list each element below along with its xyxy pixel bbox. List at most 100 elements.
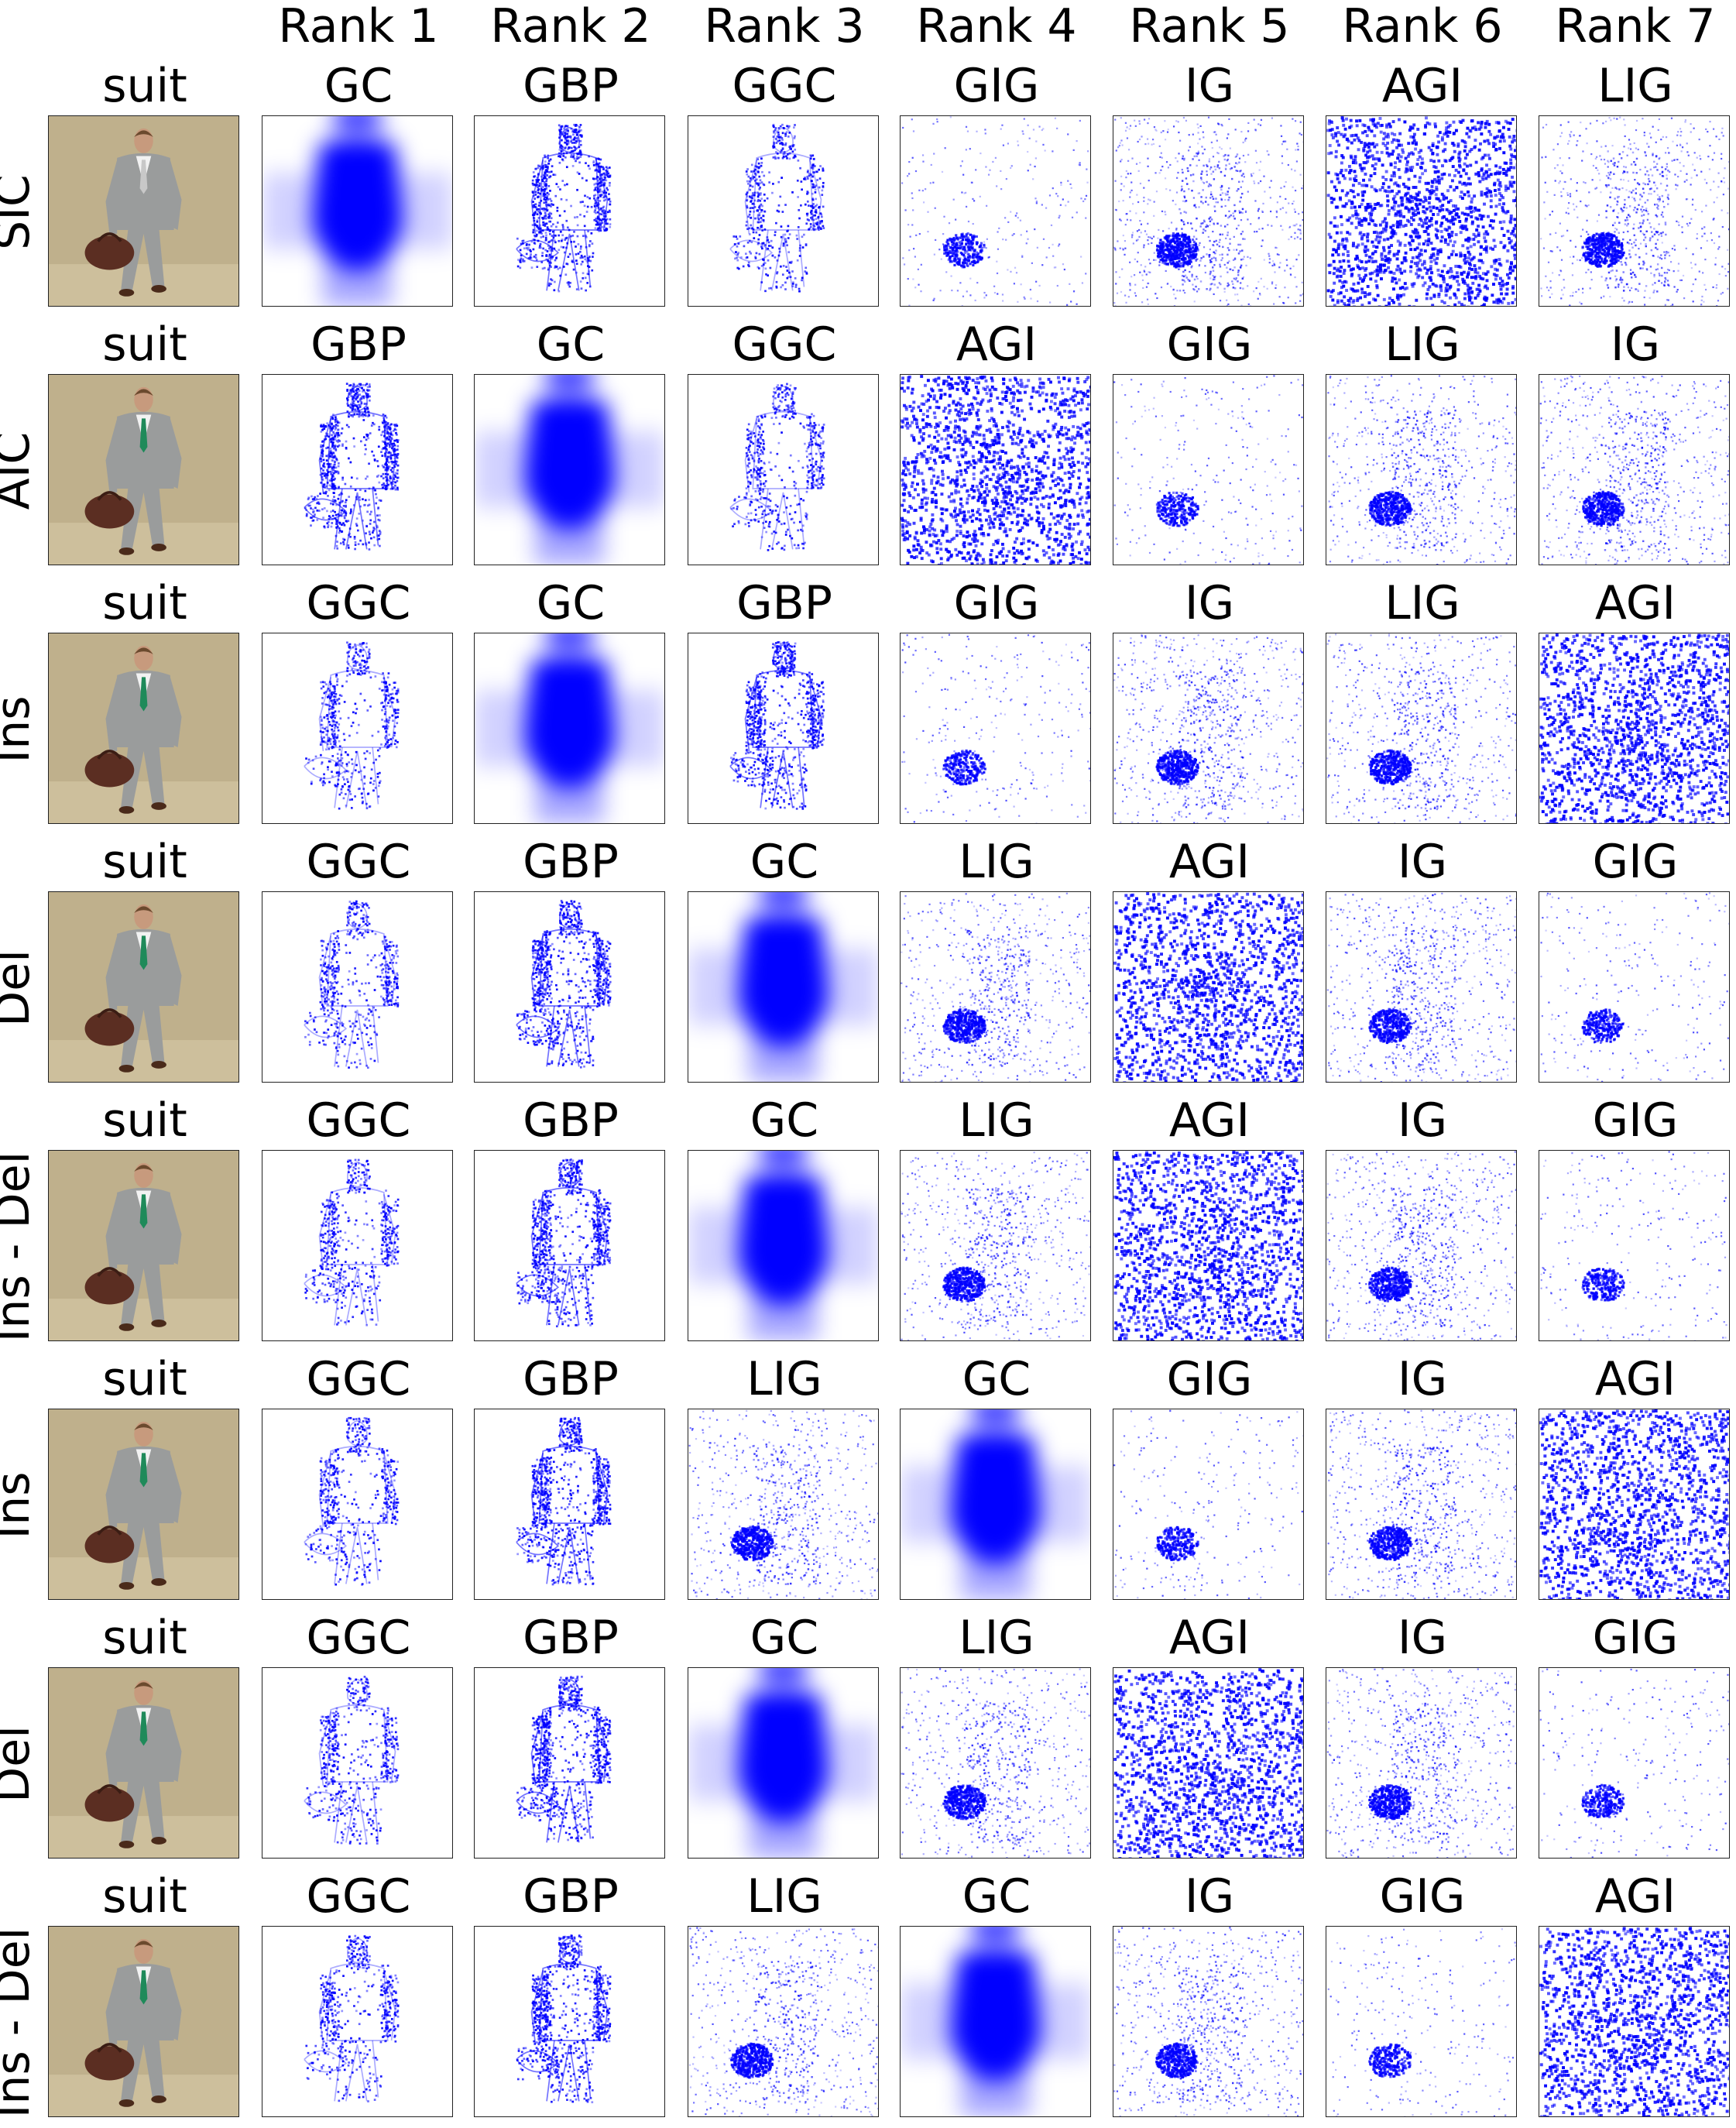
rank-header-6: Rank 6 xyxy=(1326,0,1519,50)
saliency-heatmap xyxy=(901,1409,1090,1599)
saliency-heatmap xyxy=(1326,633,1516,823)
saliency-map-ggc xyxy=(688,374,879,565)
method-label: LIG xyxy=(1535,61,1736,111)
saliency-map-ggc xyxy=(262,1926,453,2117)
method-label: GBP xyxy=(470,1096,671,1145)
saliency-heatmap xyxy=(1113,1409,1303,1599)
method-label: LIG xyxy=(684,1872,885,1921)
image-class-label: suit xyxy=(44,1354,245,1404)
rank-header-3: Rank 3 xyxy=(688,0,881,50)
method-label: GC xyxy=(470,578,671,628)
rank-header-7: Rank 7 xyxy=(1539,0,1732,50)
saliency-map-ig xyxy=(1326,1667,1517,1859)
method-label: GGC xyxy=(258,1613,459,1663)
method-label: GIG xyxy=(896,578,1097,628)
saliency-heatmap xyxy=(1326,1927,1516,2116)
saliency-heatmap xyxy=(1539,1668,1729,1858)
saliency-map-gbp xyxy=(474,891,665,1083)
row-label-metric: SIC xyxy=(0,115,48,309)
saliency-map-ig xyxy=(1113,633,1304,824)
input-photo xyxy=(48,1409,239,1600)
saliency-heatmap xyxy=(1113,1151,1303,1340)
saliency-heatmap xyxy=(1326,116,1516,306)
saliency-map-lig xyxy=(900,1667,1091,1859)
image-class-label: suit xyxy=(44,1096,245,1145)
method-label: AGI xyxy=(1109,837,1310,887)
input-photo xyxy=(48,1667,239,1859)
saliency-heatmap xyxy=(262,375,452,565)
saliency-heatmap xyxy=(1113,892,1303,1082)
saliency-heatmap xyxy=(688,116,878,306)
saliency-heatmap xyxy=(1113,116,1303,306)
method-label: AGI xyxy=(1535,1872,1736,1921)
image-class-label: suit xyxy=(44,1872,245,1921)
saliency-heatmap xyxy=(901,375,1090,565)
saliency-heatmap xyxy=(901,1927,1090,2116)
method-label: AGI xyxy=(1109,1613,1310,1663)
row-label-metric: Ins xyxy=(0,1409,48,1602)
saliency-map-gbp xyxy=(474,115,665,307)
method-label: GGC xyxy=(684,320,885,369)
saliency-heatmap xyxy=(475,1668,664,1858)
saliency-map-gig xyxy=(1539,1667,1730,1859)
method-label: GGC xyxy=(258,1354,459,1404)
saliency-map-gbp xyxy=(474,1409,665,1600)
method-label: GC xyxy=(258,61,459,111)
method-label: GBP xyxy=(470,1354,671,1404)
method-label: GBP xyxy=(470,837,671,887)
image-class-label: suit xyxy=(44,61,245,111)
method-label: IG xyxy=(1109,578,1310,628)
saliency-heatmap xyxy=(1326,892,1516,1082)
saliency-map-gc xyxy=(900,1409,1091,1600)
method-label: AGI xyxy=(1535,1354,1736,1404)
saliency-heatmap xyxy=(475,1409,664,1599)
method-label: IG xyxy=(1322,837,1523,887)
saliency-heatmap xyxy=(262,1151,452,1340)
method-label: GGC xyxy=(684,61,885,111)
saliency-heatmap xyxy=(1326,1668,1516,1858)
row-label-metric: Del xyxy=(0,1667,48,1861)
method-label: GIG xyxy=(896,61,1097,111)
method-label: AGI xyxy=(896,320,1097,369)
saliency-map-agi xyxy=(1113,891,1304,1083)
input-photo xyxy=(48,374,239,565)
saliency-heatmap xyxy=(475,633,664,823)
row-label-text: AIC xyxy=(0,432,40,510)
method-label: GIG xyxy=(1535,837,1736,887)
method-label: IG xyxy=(1109,61,1310,111)
method-label: GIG xyxy=(1535,1613,1736,1663)
row-label-text: Del xyxy=(0,1725,40,1803)
saliency-map-gig xyxy=(900,633,1091,824)
row-label-metric: Ins xyxy=(0,633,48,826)
saliency-heatmap xyxy=(475,116,664,306)
saliency-map-ig xyxy=(1113,1926,1304,2117)
method-label: GC xyxy=(896,1872,1097,1921)
method-label: GIG xyxy=(1109,1354,1310,1404)
method-label: GIG xyxy=(1109,320,1310,369)
method-label: GBP xyxy=(470,1613,671,1663)
method-label: LIG xyxy=(684,1354,885,1404)
saliency-map-gc xyxy=(688,1667,879,1859)
input-photo xyxy=(48,1926,239,2117)
saliency-heatmap xyxy=(1539,1409,1729,1599)
saliency-map-gbp xyxy=(688,633,879,824)
saliency-heatmap xyxy=(688,633,878,823)
saliency-map-gc xyxy=(900,1926,1091,2117)
rank-header-2: Rank 2 xyxy=(474,0,667,50)
saliency-map-gig xyxy=(1539,1150,1730,1341)
saliency-heatmap xyxy=(688,1927,878,2116)
method-label: IG xyxy=(1322,1613,1523,1663)
method-label: GIG xyxy=(1535,1096,1736,1145)
saliency-map-gc xyxy=(688,1150,879,1341)
photo-man-in-suit xyxy=(49,375,238,565)
saliency-heatmap xyxy=(262,1668,452,1858)
saliency-map-agi xyxy=(1539,633,1730,824)
saliency-map-agi xyxy=(900,374,1091,565)
method-label: AGI xyxy=(1322,61,1523,111)
method-label: GGC xyxy=(258,1872,459,1921)
saliency-heatmap xyxy=(262,1927,452,2116)
saliency-map-lig xyxy=(900,1150,1091,1341)
saliency-heatmap xyxy=(1539,116,1729,306)
image-class-label: suit xyxy=(44,578,245,628)
saliency-map-gc xyxy=(474,374,665,565)
